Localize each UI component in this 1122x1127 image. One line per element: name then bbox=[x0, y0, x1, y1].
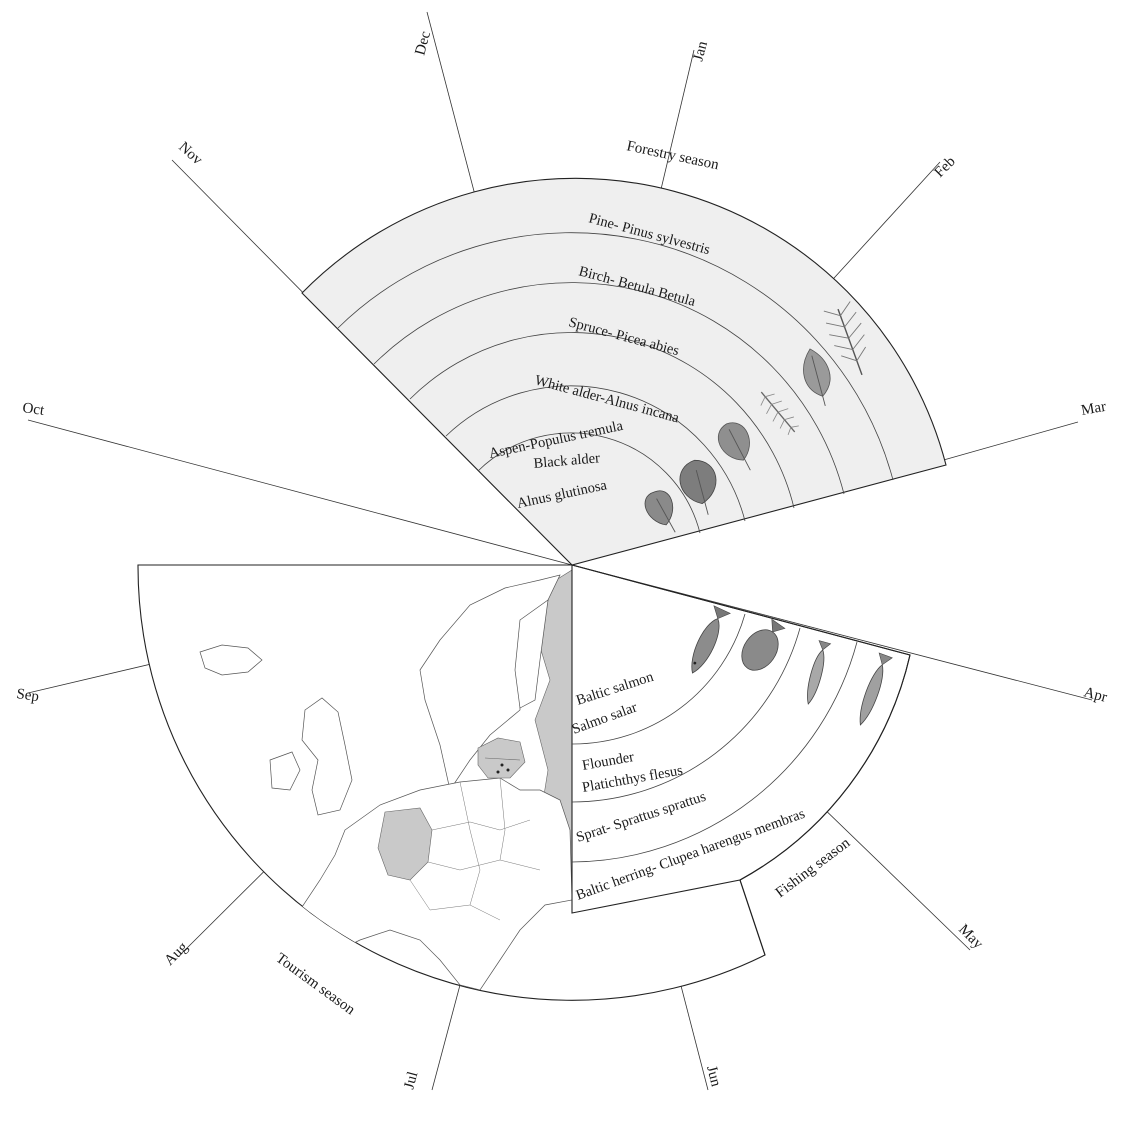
pine-branch-icon bbox=[823, 301, 867, 376]
aspen-leaf-icon bbox=[679, 459, 717, 515]
ray-apr bbox=[571, 564, 1093, 701]
month-label-mar: Mar bbox=[1080, 399, 1107, 419]
month-label-feb: Feb bbox=[932, 154, 959, 181]
forestry-ring-3 bbox=[409, 332, 795, 509]
month-label-nov: Nov bbox=[175, 139, 205, 169]
month-label-jun: Jun bbox=[703, 1064, 724, 1089]
forestry-sector bbox=[301, 177, 947, 566]
forestry-ring-4 bbox=[445, 385, 746, 522]
tourism-season-title: Tourism season bbox=[273, 950, 358, 1018]
month-label-jul: Jul bbox=[401, 1070, 421, 1091]
month-label-jan: Jan bbox=[690, 39, 711, 63]
ray-oct bbox=[27, 419, 573, 566]
fishing-ring-1 bbox=[571, 641, 858, 863]
fishing-ring-3 bbox=[571, 613, 746, 745]
month-label-may: May bbox=[955, 922, 986, 953]
month-label-oct: Oct bbox=[21, 400, 45, 419]
birch-leaf-icon bbox=[803, 348, 831, 407]
spruce-branch-icon bbox=[760, 391, 799, 436]
europe-map-icon bbox=[199, 569, 573, 991]
forestry-season-title: Forestry season bbox=[625, 138, 721, 173]
herring-icon bbox=[859, 652, 893, 726]
month-label-sep: Sep bbox=[15, 686, 40, 705]
month-label-aug: Aug bbox=[162, 939, 192, 969]
forestry-ring-5 bbox=[477, 432, 701, 534]
black-alder-leaf-icon bbox=[644, 490, 676, 533]
month-label-dec: Dec bbox=[412, 29, 434, 57]
forestry-species-label: Black alder bbox=[533, 450, 601, 472]
flounder-icon bbox=[741, 618, 786, 671]
salmon-icon bbox=[691, 605, 731, 674]
fishing-ring-2 bbox=[571, 627, 801, 803]
fishing-sector bbox=[571, 564, 911, 956]
forestry-ring-2 bbox=[373, 282, 845, 495]
month-label-apr: Apr bbox=[1082, 684, 1109, 705]
white-alder-leaf-icon bbox=[717, 422, 751, 471]
sprat-icon bbox=[807, 640, 832, 705]
forestry-ring-1 bbox=[337, 232, 894, 481]
